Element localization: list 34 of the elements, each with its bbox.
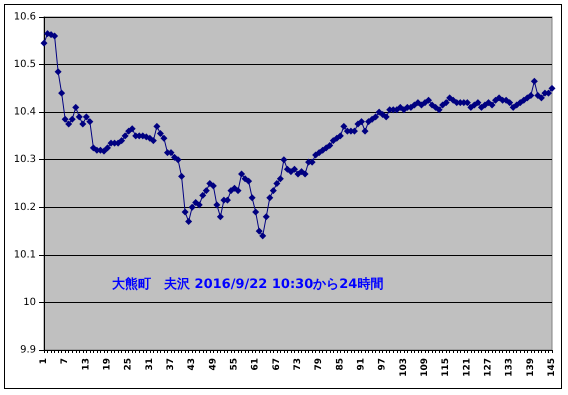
x-tick-label: 103 [398,358,409,377]
x-tick-label: 115 [441,358,452,377]
x-tick-label: 109 [420,358,430,377]
x-tick-label: 1 [39,358,49,364]
y-tick-label: 10.5 [14,59,36,70]
x-tick-label: 49 [208,358,218,371]
x-tick-label: 67 [272,358,282,371]
x-tick-label: 19 [102,358,112,371]
x-tick-label: 145 [547,358,557,377]
y-tick-label: 10.4 [14,106,36,118]
x-tick-label: 79 [314,358,324,371]
x-tick-label: 121 [462,358,472,377]
x-tick-label: 31 [144,358,155,371]
x-tick-label: 61 [250,358,261,371]
x-tick-label: 91 [356,358,366,371]
annotation: 大熊町 夫沢 2016/9/22 10:30から24時間 [112,276,384,292]
x-tick-label: 73 [293,358,303,371]
x-tick-label: 127 [484,358,494,377]
x-tick-label: 139 [526,358,536,377]
y-tick-label: 10.2 [14,202,36,213]
x-tick-label: 7 [60,358,70,364]
x-tick-label: 97 [378,358,388,371]
x-tick-label: 133 [504,358,515,377]
x-tick-label: 13 [81,358,92,371]
x-tick-label: 37 [166,358,176,371]
x-tick-label: 25 [124,358,134,371]
y-tick-label: 10 [23,296,36,308]
y-tick-label: 10.1 [14,249,36,260]
y-tick-label: 10.3 [14,154,36,166]
x-tick-label: 43 [187,358,198,371]
y-tick-label: 9.9 [20,344,36,356]
y-tick-label: 10.6 [14,12,36,22]
x-tick-label: 85 [335,358,346,371]
x-tick-label: 55 [230,358,240,371]
